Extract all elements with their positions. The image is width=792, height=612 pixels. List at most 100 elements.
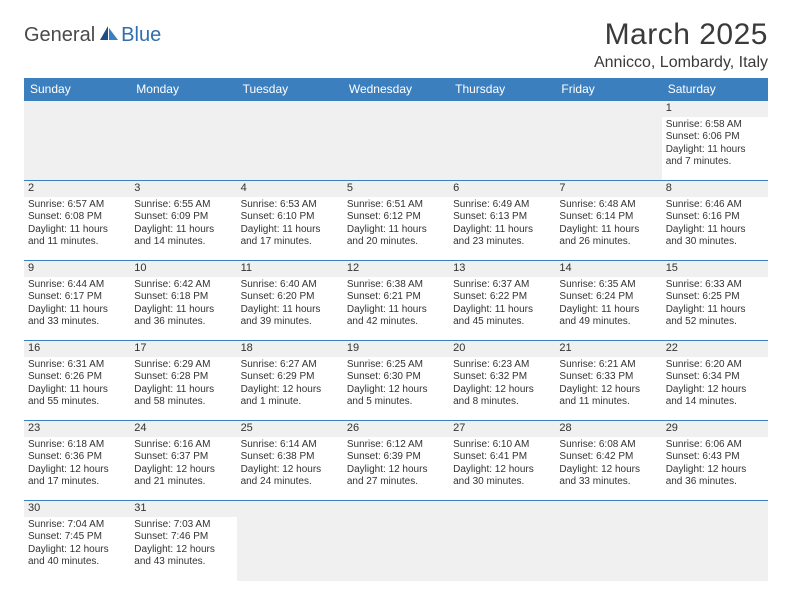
calendar-row: 2Sunrise: 6:57 AMSunset: 6:08 PMDaylight… — [24, 181, 768, 261]
cell-day1: Daylight: 11 hours — [666, 144, 764, 157]
cell-day1: Daylight: 11 hours — [453, 304, 551, 317]
cell-sunset: Sunset: 6:17 PM — [28, 291, 126, 304]
cell-day2: and 11 minutes. — [559, 396, 657, 409]
cell-day2: and 39 minutes. — [241, 316, 339, 329]
cell-sunset: Sunset: 6:22 PM — [453, 291, 551, 304]
day-number: 11 — [237, 261, 343, 277]
cell-sunset: Sunset: 6:26 PM — [28, 371, 126, 384]
day-number: 9 — [24, 261, 130, 277]
cell-sunset: Sunset: 6:32 PM — [453, 371, 551, 384]
day-number: 1 — [662, 101, 768, 117]
month-title: March 2025 — [594, 18, 768, 52]
cell-sunrise: Sunrise: 6:46 AM — [666, 199, 764, 212]
calendar-cell: 12Sunrise: 6:38 AMSunset: 6:21 PMDayligh… — [343, 261, 449, 341]
cell-day1: Daylight: 12 hours — [347, 384, 445, 397]
day-number: 16 — [24, 341, 130, 357]
day-number: 14 — [555, 261, 661, 277]
cell-sunset: Sunset: 6:43 PM — [666, 451, 764, 464]
day-number: 22 — [662, 341, 768, 357]
day-number: 10 — [130, 261, 236, 277]
calendar-cell: 3Sunrise: 6:55 AMSunset: 6:09 PMDaylight… — [130, 181, 236, 261]
cell-day1: Daylight: 12 hours — [241, 464, 339, 477]
day-number: 28 — [555, 421, 661, 437]
cell-sunrise: Sunrise: 6:48 AM — [559, 199, 657, 212]
cell-sunset: Sunset: 6:39 PM — [347, 451, 445, 464]
cell-day1: Daylight: 12 hours — [134, 464, 232, 477]
cell-day2: and 49 minutes. — [559, 316, 657, 329]
day-number: 8 — [662, 181, 768, 197]
cell-day1: Daylight: 12 hours — [453, 384, 551, 397]
day-number: 23 — [24, 421, 130, 437]
calendar-cell: 26Sunrise: 6:12 AMSunset: 6:39 PMDayligh… — [343, 421, 449, 501]
cell-day2: and 30 minutes. — [453, 476, 551, 489]
cell-day2: and 21 minutes. — [134, 476, 232, 489]
calendar-cell: 1Sunrise: 6:58 AMSunset: 6:06 PMDaylight… — [662, 101, 768, 181]
calendar-cell: 25Sunrise: 6:14 AMSunset: 6:38 PMDayligh… — [237, 421, 343, 501]
cell-sunset: Sunset: 6:09 PM — [134, 211, 232, 224]
cell-sunset: Sunset: 6:10 PM — [241, 211, 339, 224]
cell-day2: and 45 minutes. — [453, 316, 551, 329]
day-number: 15 — [662, 261, 768, 277]
calendar-cell-empty — [237, 101, 343, 181]
cell-sunset: Sunset: 6:20 PM — [241, 291, 339, 304]
cell-day2: and 14 minutes. — [134, 236, 232, 249]
cell-day1: Daylight: 11 hours — [28, 304, 126, 317]
calendar-row: 30Sunrise: 7:04 AMSunset: 7:45 PMDayligh… — [24, 501, 768, 581]
cell-day1: Daylight: 11 hours — [347, 304, 445, 317]
cell-sunset: Sunset: 6:14 PM — [559, 211, 657, 224]
day-header: Monday — [130, 78, 236, 101]
calendar-cell-empty — [449, 501, 555, 581]
cell-day1: Daylight: 12 hours — [559, 384, 657, 397]
cell-day1: Daylight: 12 hours — [453, 464, 551, 477]
cell-sunrise: Sunrise: 6:53 AM — [241, 199, 339, 212]
brand-logo: General Blue — [24, 24, 161, 47]
cell-sunrise: Sunrise: 6:57 AM — [28, 199, 126, 212]
calendar-cell: 8 Sunrise: 6:46 AMSunset: 6:16 PMDaylight… — [662, 181, 768, 261]
day-number: 5 — [343, 181, 449, 197]
calendar-cell: 17Sunrise: 6:29 AMSunset: 6:28 PMDayligh… — [130, 341, 236, 421]
day-header: Saturday — [662, 78, 768, 101]
day-number: 12 — [343, 261, 449, 277]
cell-day1: Daylight: 11 hours — [559, 224, 657, 237]
cell-sunrise: Sunrise: 6:58 AM — [666, 119, 764, 132]
calendar-cell-empty — [343, 501, 449, 581]
calendar-cell: 30Sunrise: 7:04 AMSunset: 7:45 PMDayligh… — [24, 501, 130, 581]
cell-day2: and 26 minutes. — [559, 236, 657, 249]
calendar-cell: 9 Sunrise: 6:44 AMSunset: 6:17 PMDaylight… — [24, 261, 130, 341]
cell-day1: Daylight: 11 hours — [134, 304, 232, 317]
cell-day2: and 17 minutes. — [28, 476, 126, 489]
day-header: Friday — [555, 78, 661, 101]
cell-sunset: Sunset: 6:42 PM — [559, 451, 657, 464]
calendar-cell-empty — [662, 501, 768, 581]
cell-day2: and 30 minutes. — [666, 236, 764, 249]
cell-sunrise: Sunrise: 6:44 AM — [28, 279, 126, 292]
cell-sunset: Sunset: 6:16 PM — [666, 211, 764, 224]
cell-day1: Daylight: 11 hours — [666, 224, 764, 237]
cell-day2: and 5 minutes. — [347, 396, 445, 409]
calendar-cell: 4Sunrise: 6:53 AMSunset: 6:10 PMDaylight… — [237, 181, 343, 261]
cell-day1: Daylight: 12 hours — [666, 464, 764, 477]
cell-sunset: Sunset: 6:41 PM — [453, 451, 551, 464]
day-number: 29 — [662, 421, 768, 437]
cell-sunset: Sunset: 6:12 PM — [347, 211, 445, 224]
calendar-cell: 2Sunrise: 6:57 AMSunset: 6:08 PMDaylight… — [24, 181, 130, 261]
page-header: General Blue March 2025 Annicco, Lombard… — [24, 18, 768, 72]
cell-sunrise: Sunrise: 6:20 AM — [666, 359, 764, 372]
cell-day2: and 55 minutes. — [28, 396, 126, 409]
day-number: 18 — [237, 341, 343, 357]
brand-part2: Blue — [121, 24, 161, 47]
day-header: Sunday — [24, 78, 130, 101]
calendar-cell: 7Sunrise: 6:48 AMSunset: 6:14 PMDaylight… — [555, 181, 661, 261]
day-number: 21 — [555, 341, 661, 357]
cell-sunrise: Sunrise: 6:18 AM — [28, 439, 126, 452]
calendar-row: 9Sunrise: 6:44 AMSunset: 6:17 PMDaylight… — [24, 261, 768, 341]
cell-day2: and 58 minutes. — [134, 396, 232, 409]
cell-sunrise: Sunrise: 6:25 AM — [347, 359, 445, 372]
day-header: Tuesday — [237, 78, 343, 101]
day-header: Wednesday — [343, 78, 449, 101]
calendar-cell-empty — [237, 501, 343, 581]
calendar-cell-empty — [555, 101, 661, 181]
calendar-page: General Blue March 2025 Annicco, Lombard… — [0, 0, 792, 581]
cell-day2: and 1 minute. — [241, 396, 339, 409]
cell-sunset: Sunset: 6:37 PM — [134, 451, 232, 464]
